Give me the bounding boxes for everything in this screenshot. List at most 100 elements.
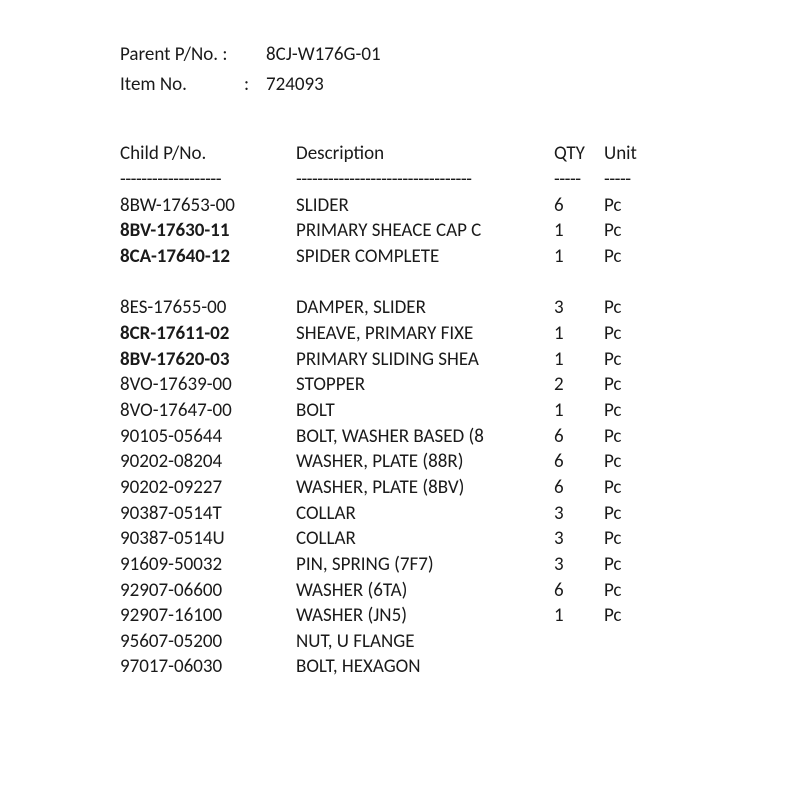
cell-desc: STOPPER bbox=[296, 372, 554, 398]
cell-unit: Pc bbox=[604, 398, 664, 424]
cell-pn: 8CR-17611-02 bbox=[120, 321, 296, 347]
cell-unit: Pc bbox=[604, 603, 664, 629]
cell-qty: 6 bbox=[554, 449, 604, 475]
cell-pn: 8ES-17655-00 bbox=[120, 295, 296, 321]
cell-unit: Pc bbox=[604, 424, 664, 450]
cell-qty: 1 bbox=[554, 244, 604, 270]
cell-unit bbox=[604, 629, 664, 655]
spacer bbox=[120, 101, 800, 141]
table-row: 8CA-17640-12SPIDER COMPLETE1Pc bbox=[120, 244, 800, 270]
cell-qty bbox=[554, 654, 604, 680]
dash-qty: ----- bbox=[554, 167, 604, 193]
table-row: 8BW-17653-00SLIDER6Pc bbox=[120, 193, 800, 219]
cell-pn: 95607-05200 bbox=[120, 629, 296, 655]
cell-desc: BOLT, WASHER BASED (8 bbox=[296, 424, 554, 450]
table-row: 91609-50032PIN, SPRING (7F7)3Pc bbox=[120, 552, 800, 578]
cell-unit: Pc bbox=[604, 372, 664, 398]
dash-desc: --------------------------------- bbox=[296, 167, 554, 193]
cell-pn: 92907-16100 bbox=[120, 603, 296, 629]
cell-desc: BOLT bbox=[296, 398, 554, 424]
cell-qty: 3 bbox=[554, 501, 604, 527]
header-item-row: Item No. : 724093 bbox=[120, 72, 800, 98]
cell-qty: 6 bbox=[554, 475, 604, 501]
cell-unit: Pc bbox=[604, 475, 664, 501]
cell-pn: 8BW-17653-00 bbox=[120, 193, 296, 219]
dash-row: ------------------- --------------------… bbox=[120, 167, 800, 193]
col-header-desc: Description bbox=[296, 141, 554, 167]
cell-desc: SLIDER bbox=[296, 193, 554, 219]
cell-pn: 90202-08204 bbox=[120, 449, 296, 475]
parent-label: Parent P/No. : bbox=[120, 42, 266, 68]
table-row: 90202-08204WASHER, PLATE (88R)6Pc bbox=[120, 449, 800, 475]
col-header-unit: Unit bbox=[604, 141, 664, 167]
cell-pn: 8VO-17647-00 bbox=[120, 398, 296, 424]
dash-unit: ----- bbox=[604, 167, 664, 193]
table-row: 8VO-17639-00STOPPER2Pc bbox=[120, 372, 800, 398]
parent-value: 8CJ-W176G-01 bbox=[266, 42, 381, 68]
column-header-row: Child P/No. Description QTY Unit bbox=[120, 141, 800, 167]
cell-unit: Pc bbox=[604, 552, 664, 578]
cell-pn: 8VO-17639-00 bbox=[120, 372, 296, 398]
cell-qty: 6 bbox=[554, 193, 604, 219]
cell-unit: Pc bbox=[604, 578, 664, 604]
item-label: Item No. bbox=[120, 72, 244, 98]
cell-qty: 3 bbox=[554, 295, 604, 321]
table-row: 90202-09227WASHER, PLATE (8BV)6Pc bbox=[120, 475, 800, 501]
cell-desc: WASHER, PLATE (8BV) bbox=[296, 475, 554, 501]
cell-pn: 90105-05644 bbox=[120, 424, 296, 450]
cell-qty: 6 bbox=[554, 578, 604, 604]
table-row: 8CR-17611-02SHEAVE, PRIMARY FIXE1Pc bbox=[120, 321, 800, 347]
cell-pn: 90387-0514T bbox=[120, 501, 296, 527]
cell-qty: 6 bbox=[554, 424, 604, 450]
cell-unit bbox=[604, 654, 664, 680]
item-value: 724093 bbox=[266, 72, 324, 98]
dash-pn: ------------------- bbox=[120, 167, 296, 193]
cell-unit: Pc bbox=[604, 526, 664, 552]
item-colon: : bbox=[244, 72, 266, 98]
blank-row bbox=[120, 269, 800, 295]
cell-desc: WASHER, PLATE (88R) bbox=[296, 449, 554, 475]
table-row: 97017-06030BOLT, HEXAGON bbox=[120, 654, 800, 680]
cell-desc: WASHER (JN5) bbox=[296, 603, 554, 629]
cell-qty: 1 bbox=[554, 398, 604, 424]
cell-qty: 3 bbox=[554, 552, 604, 578]
header-parent-row: Parent P/No. : 8CJ-W176G-01 bbox=[120, 42, 800, 68]
cell-qty: 2 bbox=[554, 372, 604, 398]
cell-pn: 97017-06030 bbox=[120, 654, 296, 680]
cell-desc: NUT, U FLANGE bbox=[296, 629, 554, 655]
cell-qty: 1 bbox=[554, 218, 604, 244]
cell-unit: Pc bbox=[604, 244, 664, 270]
table-row: 8BV-17630-11PRIMARY SHEACE CAP C1Pc bbox=[120, 218, 800, 244]
table-row: 90105-05644BOLT, WASHER BASED (86Pc bbox=[120, 424, 800, 450]
table-row: 8BV-17620-03PRIMARY SLIDING SHEA1Pc bbox=[120, 347, 800, 373]
cell-pn: 8CA-17640-12 bbox=[120, 244, 296, 270]
col-header-pn: Child P/No. bbox=[120, 141, 296, 167]
table-row: 90387-0514UCOLLAR3Pc bbox=[120, 526, 800, 552]
cell-desc: BOLT, HEXAGON bbox=[296, 654, 554, 680]
cell-qty: 3 bbox=[554, 526, 604, 552]
cell-qty: 1 bbox=[554, 603, 604, 629]
cell-pn: 92907-06600 bbox=[120, 578, 296, 604]
table-row: 92907-16100WASHER (JN5)1Pc bbox=[120, 603, 800, 629]
cell-pn: 8BV-17630-11 bbox=[120, 218, 296, 244]
cell-unit: Pc bbox=[604, 218, 664, 244]
cell-desc: PRIMARY SLIDING SHEA bbox=[296, 347, 554, 373]
cell-qty: 1 bbox=[554, 321, 604, 347]
table-body: 8BW-17653-00SLIDER6Pc8BV-17630-11PRIMARY… bbox=[120, 193, 800, 681]
cell-unit: Pc bbox=[604, 449, 664, 475]
cell-qty bbox=[554, 629, 604, 655]
cell-unit: Pc bbox=[604, 501, 664, 527]
cell-unit: Pc bbox=[604, 347, 664, 373]
cell-pn: 8BV-17620-03 bbox=[120, 347, 296, 373]
cell-desc: PIN, SPRING (7F7) bbox=[296, 552, 554, 578]
cell-unit: Pc bbox=[604, 295, 664, 321]
table-row: 8VO-17647-00BOLT1Pc bbox=[120, 398, 800, 424]
cell-pn: 90202-09227 bbox=[120, 475, 296, 501]
cell-desc: COLLAR bbox=[296, 501, 554, 527]
cell-desc: DAMPER, SLIDER bbox=[296, 295, 554, 321]
table-row: 92907-06600WASHER (6TA)6Pc bbox=[120, 578, 800, 604]
table-row: 95607-05200NUT, U FLANGE bbox=[120, 629, 800, 655]
cell-pn: 91609-50032 bbox=[120, 552, 296, 578]
cell-desc: SHEAVE, PRIMARY FIXE bbox=[296, 321, 554, 347]
cell-desc: WASHER (6TA) bbox=[296, 578, 554, 604]
